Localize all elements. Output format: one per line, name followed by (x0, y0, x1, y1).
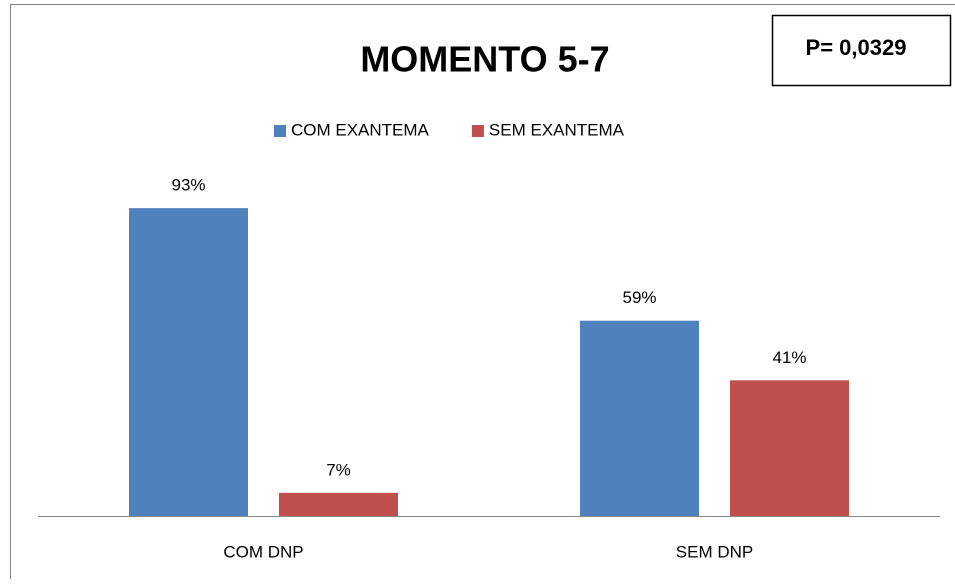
bar (730, 380, 849, 516)
annotation: P= 0,0329 (806, 35, 907, 60)
data-label: 93% (171, 176, 205, 195)
legend-label: SEM EXANTEMA (489, 120, 625, 139)
legend-label: COM EXANTEMA (291, 120, 430, 139)
x-tick-label: COM DNP (223, 542, 303, 561)
data-label: 59% (622, 288, 656, 307)
data-label: 41% (772, 348, 806, 367)
x-tick-label: SEM DNP (676, 542, 753, 561)
legend-swatch (472, 125, 484, 137)
chart-title: MOMENTO 5-7 (360, 39, 609, 80)
bar (279, 493, 398, 516)
data-label: 7% (326, 460, 351, 479)
legend-swatch (274, 125, 286, 137)
bar (580, 321, 699, 516)
bar (129, 208, 248, 516)
